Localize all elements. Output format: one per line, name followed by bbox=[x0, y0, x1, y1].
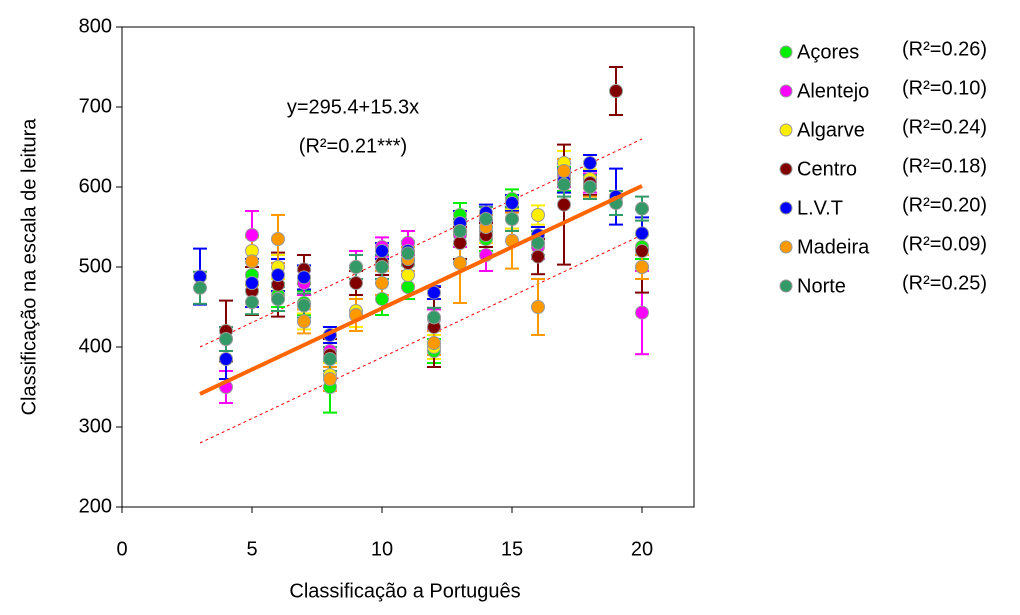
point bbox=[401, 280, 415, 294]
legend-r2: (R²=0.18) bbox=[902, 155, 987, 177]
point bbox=[427, 285, 441, 300]
y-tick-label: 700 bbox=[79, 95, 112, 117]
point bbox=[583, 156, 597, 170]
legend-r2: (R²=0.10) bbox=[902, 77, 987, 99]
point bbox=[271, 232, 285, 246]
x-tick-label: 5 bbox=[246, 538, 257, 560]
legend-label: Alentejo bbox=[797, 80, 869, 102]
y-tick-label: 400 bbox=[79, 335, 112, 357]
point bbox=[375, 276, 389, 290]
point bbox=[349, 260, 363, 274]
legend-label: Norte bbox=[797, 275, 846, 297]
point bbox=[635, 260, 649, 274]
point bbox=[323, 372, 337, 386]
point bbox=[531, 249, 545, 264]
point bbox=[557, 164, 571, 178]
point bbox=[531, 300, 545, 314]
y-tick-label: 600 bbox=[79, 175, 112, 197]
point bbox=[193, 280, 207, 295]
point bbox=[583, 180, 597, 194]
y-tick-label: 300 bbox=[79, 415, 112, 437]
legend-marker bbox=[779, 45, 793, 59]
point bbox=[609, 84, 623, 98]
point bbox=[297, 314, 311, 329]
point bbox=[245, 276, 259, 290]
legend-label: Centro bbox=[797, 158, 857, 180]
point bbox=[401, 246, 415, 261]
point bbox=[271, 292, 285, 306]
point bbox=[505, 196, 519, 210]
legend-label: Algarve bbox=[797, 119, 865, 141]
point bbox=[271, 268, 285, 282]
legend-r2: (R²=0.26) bbox=[902, 38, 987, 60]
annotation: y=295.4+15.3x bbox=[287, 96, 419, 118]
point bbox=[531, 208, 545, 222]
point bbox=[219, 352, 233, 366]
point bbox=[427, 310, 441, 325]
x-tick-label: 15 bbox=[501, 538, 523, 560]
legend-r2: (R²=0.09) bbox=[902, 233, 987, 255]
confidence-band bbox=[199, 138, 643, 348]
point bbox=[453, 224, 467, 238]
point bbox=[635, 244, 649, 258]
legend-marker bbox=[779, 240, 793, 254]
x-tick-label: 0 bbox=[116, 538, 127, 560]
point bbox=[349, 276, 363, 290]
legend-marker bbox=[779, 84, 793, 98]
fit-line bbox=[199, 184, 643, 396]
legend-marker bbox=[779, 279, 793, 293]
point bbox=[453, 236, 467, 250]
legend-r2: (R²=0.24) bbox=[902, 116, 987, 138]
annotation: (R²=0.21***) bbox=[299, 135, 407, 157]
y-tick-label: 200 bbox=[79, 495, 112, 517]
legend-label: Açores bbox=[797, 41, 859, 63]
point bbox=[297, 270, 311, 285]
point bbox=[635, 305, 649, 320]
legend-label: Madeira bbox=[797, 236, 870, 258]
point bbox=[635, 226, 649, 241]
point bbox=[427, 336, 441, 350]
y-axis-label: Classificação na escala de leitura bbox=[18, 118, 40, 416]
x-tick-label: 20 bbox=[631, 538, 653, 560]
point bbox=[375, 260, 389, 274]
point bbox=[219, 332, 233, 346]
legend-r2: (R²=0.25) bbox=[902, 272, 987, 294]
point bbox=[323, 352, 337, 366]
legend-label: L.V.T bbox=[797, 197, 843, 219]
point bbox=[245, 295, 259, 310]
point bbox=[297, 298, 311, 313]
point bbox=[479, 212, 493, 226]
point bbox=[375, 292, 389, 306]
point bbox=[557, 177, 571, 192]
confidence-band bbox=[199, 234, 643, 444]
point bbox=[375, 244, 389, 258]
y-tick-label: 800 bbox=[79, 15, 112, 37]
legend-marker bbox=[779, 162, 793, 176]
point bbox=[245, 254, 259, 269]
point bbox=[557, 197, 571, 212]
legend-r2: (R²=0.20) bbox=[902, 194, 987, 216]
point bbox=[635, 201, 649, 216]
point bbox=[401, 268, 415, 282]
legend-marker bbox=[779, 123, 793, 137]
x-tick-label: 10 bbox=[371, 538, 393, 560]
point bbox=[505, 212, 519, 226]
y-tick-label: 500 bbox=[79, 255, 112, 277]
legend-marker bbox=[779, 201, 793, 215]
point bbox=[245, 228, 259, 242]
x-axis-label: Classificação a Português bbox=[289, 580, 520, 602]
